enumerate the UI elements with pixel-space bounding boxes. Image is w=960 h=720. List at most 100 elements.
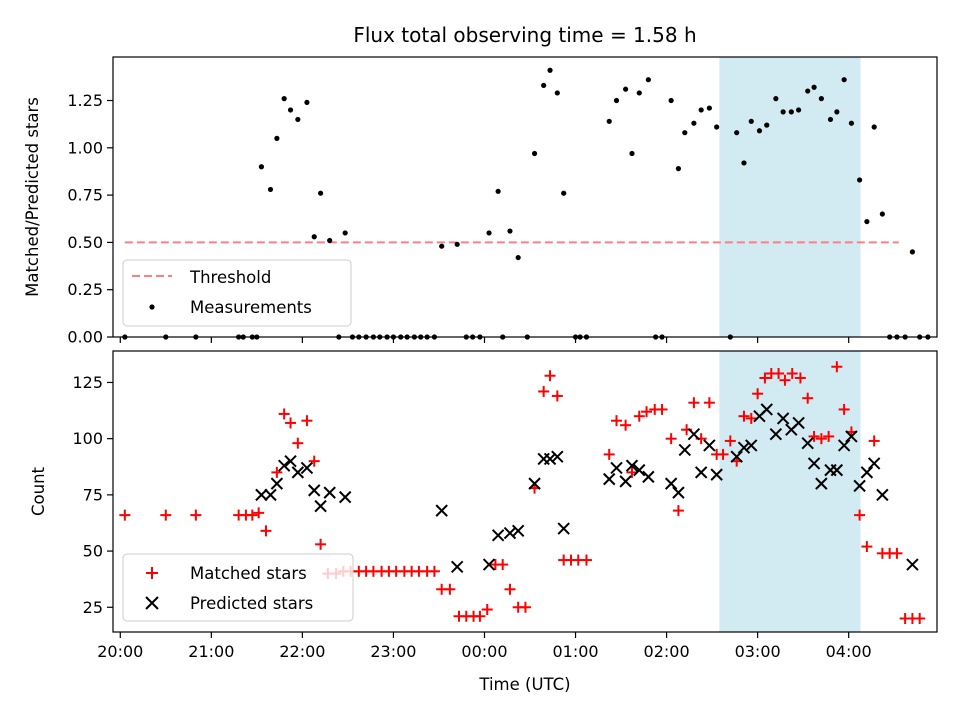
x-tick-label: 03:00 bbox=[735, 642, 781, 661]
measurement-point bbox=[454, 241, 460, 247]
matched-star-point bbox=[802, 392, 814, 404]
legend-matched-label: Matched stars bbox=[190, 564, 307, 583]
predicted-star-point bbox=[338, 490, 352, 504]
measurement-point bbox=[796, 107, 802, 113]
cross-b bbox=[906, 558, 919, 571]
predicted-star-point bbox=[672, 486, 685, 499]
measurement-point bbox=[741, 160, 747, 166]
measurement-point bbox=[848, 120, 855, 126]
predicted-star-point bbox=[737, 441, 751, 454]
predicted-star-point bbox=[792, 416, 805, 430]
cross-b bbox=[760, 403, 773, 416]
matched-star-point bbox=[752, 388, 764, 400]
matched-star-point bbox=[285, 417, 297, 429]
cross-b bbox=[603, 472, 616, 486]
cross-b bbox=[769, 427, 783, 441]
predicted-star-point bbox=[543, 452, 557, 466]
measurement-point bbox=[267, 186, 274, 193]
matched-star-point bbox=[544, 370, 556, 382]
cross-b bbox=[308, 484, 321, 497]
matched-star-point bbox=[271, 466, 283, 478]
matched-star-point bbox=[481, 604, 493, 616]
cross-b bbox=[543, 452, 557, 466]
predicted-star-point bbox=[270, 477, 284, 490]
cross-b bbox=[338, 490, 352, 504]
matched-star-point bbox=[724, 435, 736, 447]
measurement-point bbox=[857, 177, 863, 183]
top-y-tick-label: 0.25 bbox=[67, 280, 103, 299]
bottom-y-tick-label: 125 bbox=[72, 373, 103, 392]
cross-b bbox=[737, 441, 751, 454]
predicted-star-point bbox=[801, 436, 814, 450]
top-plot-area bbox=[122, 67, 931, 340]
measurement-point bbox=[780, 109, 786, 115]
cross-b bbox=[830, 463, 844, 477]
measurement-point bbox=[258, 164, 265, 170]
matched-star-point bbox=[580, 554, 592, 566]
cross-b bbox=[837, 439, 851, 452]
measurement-point bbox=[636, 90, 642, 96]
matched-star-point bbox=[861, 541, 873, 553]
matched-star-point bbox=[688, 397, 700, 409]
predicted-star-point bbox=[435, 504, 448, 517]
predicted-star-point bbox=[551, 450, 564, 463]
measurement-point bbox=[675, 166, 682, 172]
predicted-star-point bbox=[830, 463, 844, 477]
cross-b bbox=[450, 560, 464, 574]
cross-b bbox=[642, 470, 655, 484]
predicted-star-point bbox=[710, 468, 723, 481]
cross-b bbox=[745, 439, 758, 452]
predicted-star-point bbox=[703, 439, 716, 452]
matched-star-point bbox=[278, 408, 290, 420]
measurement-point bbox=[706, 105, 712, 111]
measurement-point bbox=[668, 97, 674, 104]
cross-b bbox=[845, 430, 858, 443]
x-tick-label: 01:00 bbox=[552, 642, 598, 661]
predicted-star-point bbox=[807, 457, 821, 470]
cross-b bbox=[435, 504, 448, 517]
matched-star-point bbox=[611, 415, 623, 427]
predicted-star-point bbox=[837, 439, 851, 452]
matched-star-point bbox=[703, 397, 715, 409]
predicted-star-point bbox=[876, 488, 889, 502]
cross-b bbox=[511, 524, 525, 538]
matched-star-point bbox=[656, 403, 668, 415]
predicted-star-point bbox=[264, 488, 277, 502]
measurement-point bbox=[841, 77, 847, 83]
cross-b bbox=[528, 477, 541, 490]
matched-star-point bbox=[308, 455, 320, 467]
bottom-panel: 25 50 75 100 125 20:00 21:00 22:00 23:00 00:00 01:… bbox=[29, 350, 938, 694]
measurement-point bbox=[629, 150, 635, 157]
chart-title: Flux total observing time = 1.58 h bbox=[353, 23, 696, 47]
measurement-point bbox=[304, 99, 310, 106]
predicted-star-point bbox=[906, 558, 919, 571]
measurement-point bbox=[698, 107, 704, 113]
predicted-star-point bbox=[314, 499, 327, 513]
x-tick-label: 02:00 bbox=[644, 642, 690, 661]
matched-star-point bbox=[759, 372, 771, 384]
measurement-point bbox=[541, 82, 547, 88]
matched-star-point bbox=[633, 410, 645, 422]
predicted-star-point bbox=[482, 558, 496, 571]
matched-star-point bbox=[474, 610, 486, 622]
measurement-point bbox=[734, 130, 740, 136]
cross-b bbox=[867, 457, 881, 470]
predicted-star-point bbox=[284, 454, 297, 468]
predicted-star-point bbox=[867, 457, 881, 470]
measurement-point bbox=[515, 254, 521, 261]
matched-star-point bbox=[315, 538, 327, 550]
matched-star-point bbox=[497, 559, 509, 571]
matched-star-point bbox=[808, 430, 820, 442]
measurement-point bbox=[756, 128, 763, 134]
matched-star-point bbox=[672, 505, 684, 517]
measurement-point bbox=[495, 188, 501, 194]
measurement-point bbox=[773, 96, 779, 102]
cross-b bbox=[730, 450, 743, 463]
legend-matched-swatch bbox=[146, 567, 158, 579]
measurement-point bbox=[834, 109, 840, 115]
cross-b bbox=[876, 488, 889, 502]
measurement-point bbox=[531, 150, 538, 157]
bottom-y-tick-label: 50 bbox=[83, 542, 103, 561]
matched-star-point bbox=[815, 433, 827, 445]
